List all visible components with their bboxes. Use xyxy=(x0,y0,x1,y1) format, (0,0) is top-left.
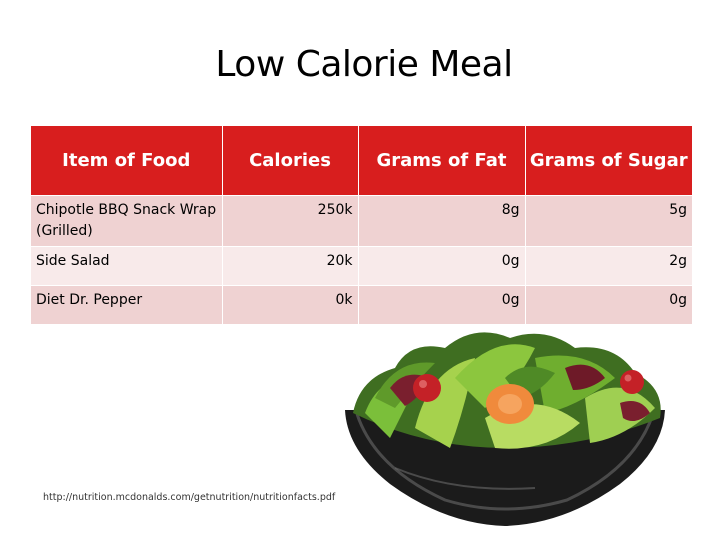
cell-sugar: 0g xyxy=(525,285,692,324)
table-header-row: Item of Food Calories Grams of Fat Grams… xyxy=(31,126,692,196)
source-citation: http://nutrition.mcdonalds.com/getnutrit… xyxy=(43,492,336,503)
header-grams-of-sugar: Grams of Sugar xyxy=(525,126,692,196)
table-row: Diet Dr. Pepper 0k 0g 0g xyxy=(31,285,692,324)
cell-sugar: 5g xyxy=(525,195,692,247)
header-grams-of-fat: Grams of Fat xyxy=(358,126,526,196)
cell-fat: 8g xyxy=(358,195,526,247)
cell-fat: 0g xyxy=(358,285,526,324)
slide-title: Low Calorie Meal xyxy=(215,44,513,85)
header-item-of-food: Item of Food xyxy=(31,126,223,196)
cell-item: Side Salad xyxy=(31,246,223,286)
nutrition-table: Item of Food Calories Grams of Fat Grams… xyxy=(31,126,692,324)
cell-fat: 0g xyxy=(358,246,526,286)
table-row: Side Salad 20k 0g 2g xyxy=(31,246,692,286)
cell-calories: 20k xyxy=(222,246,359,286)
cell-item: Diet Dr. Pepper xyxy=(31,285,223,324)
cell-calories: 0k xyxy=(222,285,359,324)
table-row: Chipotle BBQ Snack Wrap (Grilled) 250k 8… xyxy=(31,195,692,247)
salad-bowl-image xyxy=(345,332,665,526)
cell-calories: 250k xyxy=(222,195,359,247)
cell-item: Chipotle BBQ Snack Wrap (Grilled) xyxy=(31,195,223,247)
header-calories: Calories xyxy=(222,126,359,196)
cell-sugar: 2g xyxy=(525,246,692,286)
